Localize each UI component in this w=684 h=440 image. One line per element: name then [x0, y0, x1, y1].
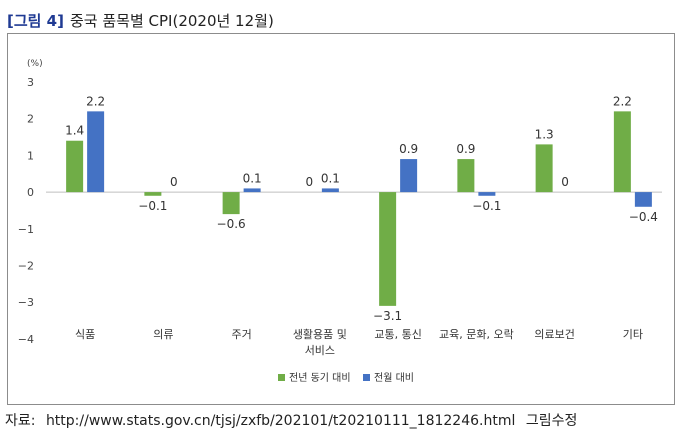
y-tick-label: −1: [18, 223, 34, 236]
data-label: 0.9: [456, 142, 475, 156]
data-label: −0.4: [629, 210, 658, 224]
data-label: 0.1: [243, 171, 262, 185]
bar-yoy: [457, 159, 475, 193]
y-tick-label: 3: [27, 76, 34, 89]
y-tick-label: 0: [27, 186, 34, 199]
source-label: 자료:: [5, 413, 36, 429]
data-label: −3.1: [373, 309, 402, 323]
y-tick-label: −4: [18, 333, 34, 346]
bar-yoy: [613, 111, 631, 193]
data-label: 1.3: [535, 127, 554, 141]
bar-mom: [634, 192, 652, 207]
legend-label: 전년 동기 대비: [289, 372, 351, 384]
data-label: −0.6: [217, 217, 246, 231]
data-label: 0: [561, 175, 569, 189]
x-tick-label: 교통, 통신: [374, 328, 421, 341]
source-url[interactable]: http://www.stats.gov.cn/tjsj/zxfb/202101…: [45, 413, 516, 429]
bar-yoy: [144, 192, 162, 196]
y-tick-label: 1: [27, 149, 34, 162]
legend-swatch-mom: [363, 374, 370, 381]
figure-title: [그림 4] 중국 품목별 CPI(2020년 12월): [7, 8, 274, 32]
data-label: 0.9: [399, 142, 418, 156]
legend-label: 전월 대비: [374, 372, 414, 384]
x-tick-label: 의료보건: [534, 328, 574, 341]
data-label: 1.4: [65, 124, 84, 138]
data-label: −0.1: [472, 199, 501, 213]
x-tick-label: 생활용품 및: [293, 327, 347, 341]
bar-mom: [321, 188, 339, 193]
data-label: −0.1: [138, 199, 167, 213]
bar-yoy: [222, 192, 240, 215]
data-label: 0: [306, 175, 314, 189]
x-tick-label: 의류: [153, 328, 173, 341]
x-tick-label: 교육, 문화, 오락: [439, 328, 514, 341]
figure-caption: 중국 품목별 CPI(2020년 12월): [69, 11, 274, 30]
source-note: 자료: http://www.stats.gov.cn/tjsj/zxfb/20…: [5, 410, 583, 430]
y-tick-label: −2: [18, 260, 34, 273]
x-tick-label: 서비스: [305, 344, 335, 357]
y-tick-label: −3: [18, 296, 34, 309]
x-tick-label: 주거: [232, 328, 252, 341]
data-label: 0: [170, 175, 178, 189]
bar-mom: [243, 188, 261, 193]
data-label: 2.2: [613, 94, 632, 108]
x-tick-label: 기타: [623, 328, 643, 341]
source-modified-note: 그림수정: [525, 413, 578, 429]
data-label: 0.1: [321, 171, 340, 185]
figure-number: [그림 4]: [7, 11, 64, 30]
cpi-bar-chart: (%)3210−1−2−3−41.42.2식품−0.10의류−0.60.1주거0…: [18, 59, 662, 384]
bar-yoy: [379, 192, 397, 306]
bar-yoy: [535, 144, 553, 193]
bar-mom: [478, 192, 496, 196]
data-label: 2.2: [86, 94, 105, 108]
legend-swatch-yoy: [278, 374, 285, 381]
x-tick-label: 식품: [75, 328, 95, 341]
bar-yoy: [66, 140, 84, 193]
chart-frame: (%) 3 2 1 0 −1 −2 −3 −4 1.4 2.2 식품 −0.1 0 의류 −0.6 0.1 주거 0…: [7, 33, 675, 405]
bar-mom: [400, 159, 418, 193]
y-unit-label: (%): [27, 59, 43, 69]
y-tick-label: 2: [27, 113, 34, 126]
bar-mom: [87, 111, 105, 193]
